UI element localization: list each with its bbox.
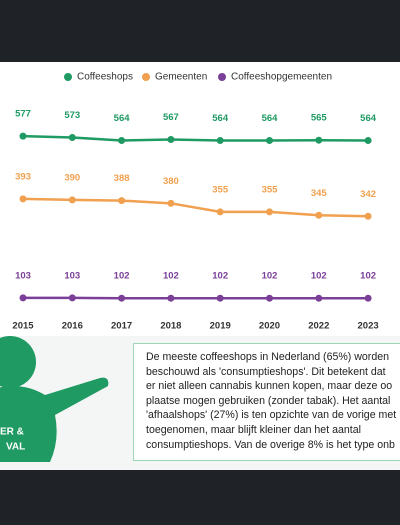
data-label: 567 bbox=[163, 112, 179, 123]
data-point bbox=[315, 211, 323, 219]
mascot bbox=[0, 336, 109, 462]
data-label: 380 bbox=[163, 176, 179, 187]
data-label: 102 bbox=[212, 271, 228, 282]
data-label: 103 bbox=[15, 270, 31, 281]
data-point bbox=[216, 137, 224, 145]
legend-label: Coffeeshops bbox=[77, 72, 133, 83]
data-point bbox=[216, 208, 224, 216]
x-tick-label: 2020 bbox=[259, 321, 280, 332]
data-point bbox=[167, 136, 175, 144]
x-tick-label: 2023 bbox=[358, 321, 379, 332]
legend-swatch bbox=[64, 73, 72, 81]
data-label: 390 bbox=[64, 172, 80, 183]
note-line: plaatse mogen gebruiken (zonder tabak). … bbox=[146, 394, 391, 407]
data-label: 342 bbox=[360, 189, 376, 200]
data-point bbox=[315, 294, 323, 302]
data-label: 355 bbox=[262, 184, 279, 195]
note-line: 'afhaalshops' (27%) is ten opzichte van … bbox=[146, 409, 397, 422]
mascot-label: ER & bbox=[0, 427, 24, 438]
data-label: 355 bbox=[212, 184, 229, 195]
data-point bbox=[315, 136, 323, 144]
data-label: 102 bbox=[163, 271, 179, 282]
data-point bbox=[364, 294, 372, 302]
data-label: 573 bbox=[64, 110, 80, 121]
note-line: De meeste coffeeshops in Nederland (65%)… bbox=[146, 351, 390, 363]
info-box: De meeste coffeeshops in Nederland (65%)… bbox=[133, 343, 400, 461]
x-tick-label: 2017 bbox=[111, 321, 132, 332]
data-point bbox=[19, 294, 27, 302]
x-tick-label: 2018 bbox=[160, 321, 181, 332]
legend-label: Coffeeshopgemeenten bbox=[231, 72, 332, 83]
data-label: 565 bbox=[311, 113, 328, 124]
series-line bbox=[22, 134, 369, 142]
data-point bbox=[364, 137, 372, 145]
data-label: 102 bbox=[114, 271, 130, 282]
note-line: er niet alleen cannabis kunnen kopen, ma… bbox=[146, 380, 393, 393]
data-point bbox=[118, 137, 126, 145]
x-tick-label: 2019 bbox=[210, 321, 231, 332]
data-label: 564 bbox=[262, 113, 279, 124]
data-label: 103 bbox=[64, 270, 80, 281]
data-point bbox=[167, 199, 175, 207]
note-line: toegenomen, maar blijft kleiner dan het … bbox=[146, 423, 361, 436]
data-point bbox=[68, 196, 76, 204]
data-label: 564 bbox=[212, 113, 229, 124]
data-label: 577 bbox=[15, 109, 31, 120]
data-label: 102 bbox=[360, 271, 376, 282]
legend-swatch bbox=[218, 73, 226, 81]
x-tick-label: 2016 bbox=[62, 321, 83, 332]
mascot-label: VAL bbox=[6, 442, 25, 453]
legend-label: Gemeenten bbox=[155, 72, 207, 83]
data-point bbox=[216, 294, 224, 302]
data-point bbox=[266, 137, 273, 145]
legend-swatch bbox=[142, 73, 150, 81]
note-line: beschouwd als 'consumptieshops'. Dit bet… bbox=[146, 365, 386, 378]
series-line bbox=[22, 197, 369, 218]
data-point bbox=[167, 294, 175, 302]
data-point bbox=[266, 294, 273, 302]
data-label: 564 bbox=[360, 113, 377, 124]
data-label: 102 bbox=[311, 271, 327, 282]
data-point bbox=[364, 212, 372, 220]
data-label: 393 bbox=[15, 171, 31, 182]
data-label: 388 bbox=[114, 173, 130, 184]
data-point bbox=[118, 197, 126, 205]
data-label: 564 bbox=[114, 113, 131, 124]
note-line: consumptieshops. Van de overige 8% is he… bbox=[146, 438, 395, 451]
x-tick-label: 2022 bbox=[308, 321, 329, 332]
x-tick-label: 2015 bbox=[12, 321, 34, 332]
data-point bbox=[266, 208, 273, 216]
data-label: 345 bbox=[311, 188, 328, 199]
data-label: 102 bbox=[262, 271, 278, 282]
data-point bbox=[19, 195, 27, 203]
data-point bbox=[68, 294, 76, 302]
data-point bbox=[68, 133, 76, 141]
data-point bbox=[19, 132, 27, 140]
data-point bbox=[118, 294, 126, 302]
